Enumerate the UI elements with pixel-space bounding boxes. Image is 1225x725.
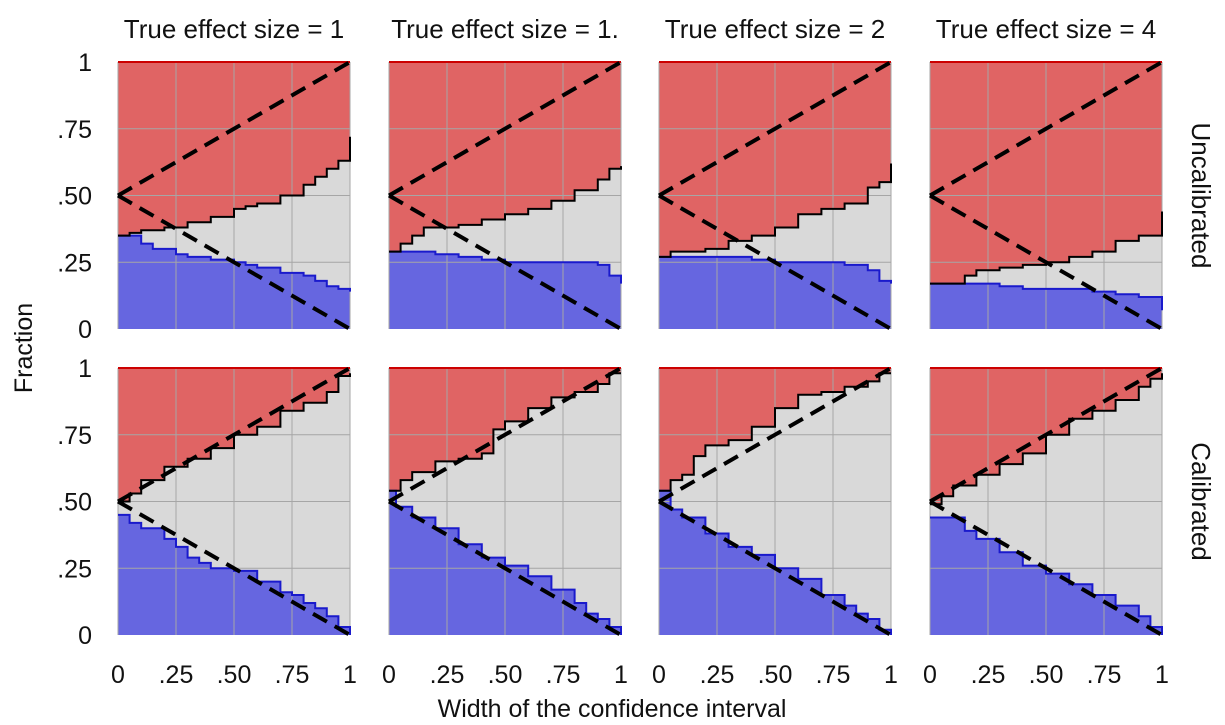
- reference-line-2: [658, 193, 892, 331]
- y-tick-label: 0: [78, 622, 92, 650]
- upper-boundary-line: [659, 163, 892, 258]
- x-tick-label: 1: [1155, 661, 1169, 689]
- x-tick-label: .75: [816, 661, 851, 689]
- reference-line-2: [929, 193, 1163, 331]
- upper-boundary-line: [659, 372, 891, 492]
- lower-boundary-line: [930, 282, 1163, 311]
- x-tick-label: 0: [111, 661, 125, 689]
- x-tick-label: .75: [546, 661, 581, 689]
- panel-calibrated-col-1: [117, 366, 351, 637]
- panel-uncalibrated-col-1: [117, 60, 351, 331]
- lower-boundary-line: [118, 234, 351, 292]
- lower-boundary-line: [389, 250, 622, 284]
- y-tick-label: .50: [57, 489, 92, 517]
- x-tick-label: .50: [488, 661, 523, 689]
- x-tick-label: .25: [700, 661, 735, 689]
- row-label: Calibrated: [1186, 442, 1216, 561]
- y-tick-label: 1: [78, 49, 92, 77]
- panel-uncalibrated-col-3: [658, 60, 892, 331]
- y-tick-label: .25: [57, 555, 92, 583]
- x-tick-label: .75: [275, 661, 310, 689]
- labels-layer: True effect size = 1 True effect size = 1…: [10, 14, 1216, 723]
- x-tick-label: .50: [758, 661, 793, 689]
- lower-boundary-line: [659, 255, 892, 284]
- lower-boundary-line: [930, 516, 1163, 635]
- column-title: True effect size = 1.: [391, 14, 619, 44]
- y-tick-label: .75: [57, 422, 92, 450]
- y-axis-title: Fraction: [10, 303, 38, 393]
- upper-boundary-line: [389, 372, 621, 492]
- reference-line-1: [929, 60, 1163, 198]
- column-title: True effect size = 2: [665, 14, 885, 44]
- reference-line-2: [117, 499, 351, 637]
- upper-boundary-line: [118, 136, 351, 237]
- x-tick-label: .25: [971, 661, 1006, 689]
- x-tick-label: .25: [430, 661, 465, 689]
- reference-line-2: [388, 499, 622, 637]
- y-tick-label: .75: [57, 116, 92, 144]
- y-tick-label: .50: [57, 183, 92, 211]
- x-tick-label: .50: [1029, 661, 1064, 689]
- x-tick-label: 0: [923, 661, 937, 689]
- reference-line-2: [658, 499, 892, 637]
- reference-line-1: [388, 60, 622, 198]
- reference-line-2: [929, 499, 1163, 637]
- row-label: Uncalibrated: [1186, 123, 1216, 269]
- panel-calibrated-col-2: [388, 366, 622, 637]
- panels-layer: [117, 60, 1163, 637]
- x-tick-label: 1: [884, 661, 898, 689]
- reference-line-1: [388, 366, 622, 504]
- panel-calibrated-col-4: [929, 366, 1163, 637]
- x-tick-label: 0: [382, 661, 396, 689]
- reference-line-1: [658, 366, 892, 504]
- column-title: True effect size = 4: [936, 14, 1156, 44]
- reference-line-1: [117, 366, 351, 504]
- reference-line-1: [658, 60, 892, 198]
- x-tick-label: .50: [217, 661, 252, 689]
- y-tick-label: 1: [78, 355, 92, 383]
- x-tick-label: 1: [343, 661, 357, 689]
- upper-boundary-line: [389, 166, 622, 253]
- lower-boundary-line: [118, 513, 351, 635]
- reference-line-1: [117, 60, 351, 198]
- x-axis-title: Width of the confidence interval: [438, 695, 787, 723]
- panel-calibrated-col-3: [658, 366, 892, 637]
- x-tick-label: 1: [614, 661, 628, 689]
- reference-line-2: [117, 193, 351, 331]
- column-title: True effect size = 1: [124, 14, 344, 44]
- reference-line-2: [388, 193, 622, 331]
- panel-uncalibrated-col-4: [929, 60, 1163, 331]
- panel-uncalibrated-col-2: [388, 60, 622, 331]
- x-tick-label: .75: [1087, 661, 1122, 689]
- y-tick-label: 0: [78, 316, 92, 344]
- x-tick-label: 0: [652, 661, 666, 689]
- reference-line-1: [929, 366, 1163, 504]
- x-tick-label: .25: [159, 661, 194, 689]
- y-tick-label: .25: [57, 249, 92, 277]
